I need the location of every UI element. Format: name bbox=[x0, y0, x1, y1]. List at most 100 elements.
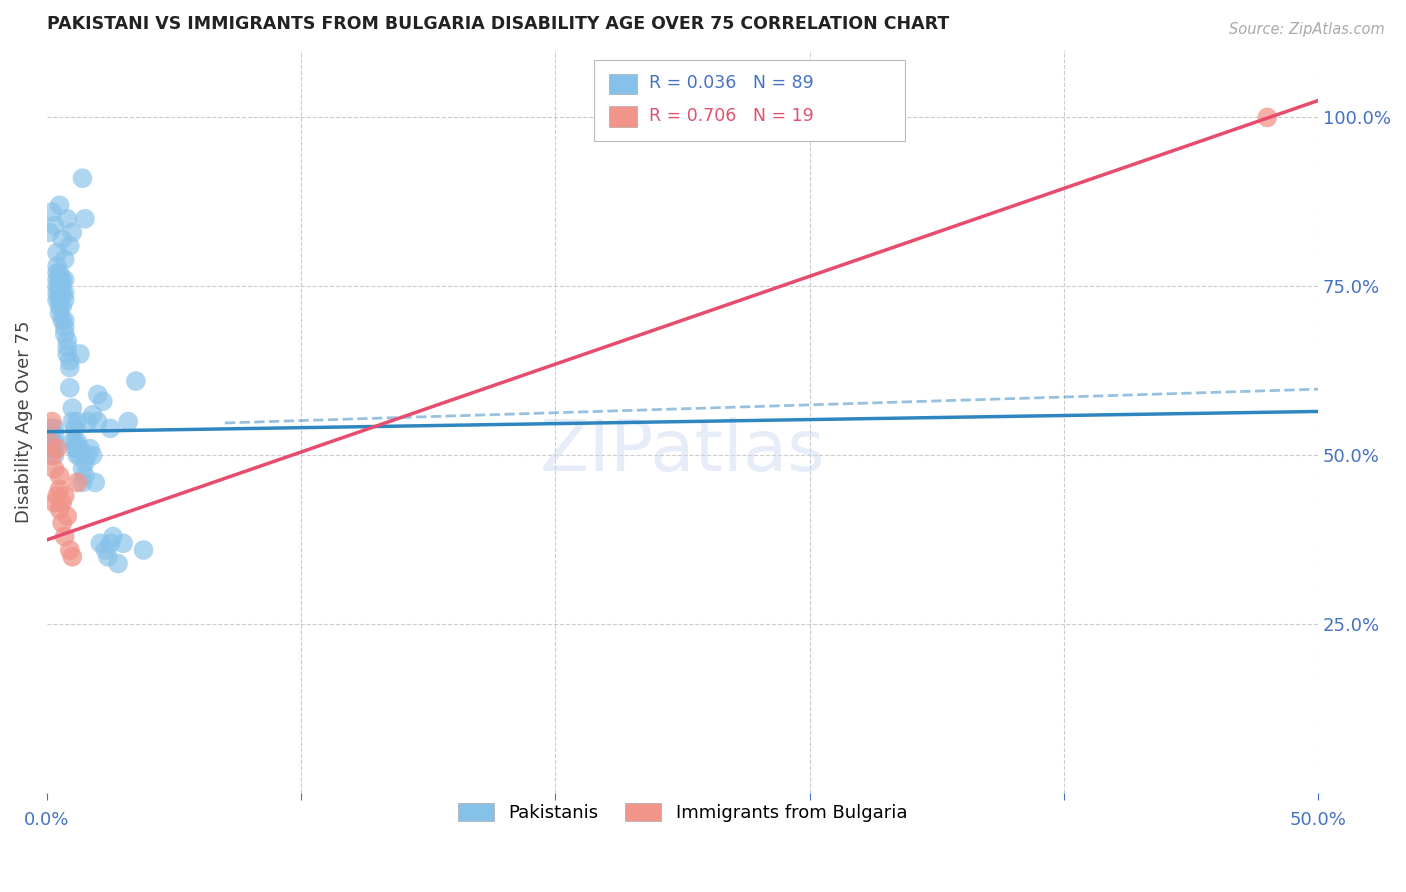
Point bbox=[69, 442, 91, 456]
Point bbox=[56, 509, 79, 524]
Point bbox=[48, 482, 70, 496]
Point bbox=[46, 279, 69, 293]
Point bbox=[44, 462, 66, 476]
Point bbox=[46, 293, 69, 307]
Point bbox=[59, 239, 82, 253]
Point bbox=[44, 496, 66, 510]
Point bbox=[117, 415, 139, 429]
Text: Source: ZipAtlas.com: Source: ZipAtlas.com bbox=[1229, 22, 1385, 37]
FancyBboxPatch shape bbox=[609, 106, 637, 128]
Point bbox=[53, 320, 76, 334]
Point bbox=[53, 273, 76, 287]
Point bbox=[53, 252, 76, 267]
Text: R = 0.036   N = 89: R = 0.036 N = 89 bbox=[650, 74, 814, 92]
Point bbox=[51, 279, 73, 293]
Point bbox=[59, 381, 82, 395]
Point bbox=[60, 549, 83, 564]
Point bbox=[48, 293, 70, 307]
Point bbox=[112, 536, 135, 550]
Point bbox=[51, 232, 73, 246]
Point bbox=[46, 489, 69, 503]
Point bbox=[84, 475, 107, 490]
Point bbox=[44, 219, 66, 233]
FancyBboxPatch shape bbox=[593, 61, 905, 141]
Point bbox=[48, 468, 70, 483]
Point bbox=[44, 434, 66, 449]
FancyBboxPatch shape bbox=[609, 74, 637, 95]
Point bbox=[53, 313, 76, 327]
Point bbox=[59, 353, 82, 368]
Point bbox=[51, 516, 73, 530]
Point bbox=[63, 434, 86, 449]
Point bbox=[38, 225, 60, 239]
Point bbox=[59, 543, 82, 558]
Point bbox=[56, 340, 79, 354]
Point bbox=[69, 449, 91, 463]
Point bbox=[59, 360, 82, 375]
Point bbox=[51, 496, 73, 510]
Point bbox=[38, 434, 60, 449]
Point bbox=[66, 442, 89, 456]
Point bbox=[44, 428, 66, 442]
Point bbox=[69, 347, 91, 361]
Point bbox=[107, 557, 129, 571]
Point bbox=[44, 442, 66, 456]
Point bbox=[51, 273, 73, 287]
Point bbox=[41, 421, 63, 435]
Point bbox=[48, 266, 70, 280]
Point bbox=[48, 273, 70, 287]
Point bbox=[101, 529, 124, 543]
Point bbox=[72, 475, 94, 490]
Point bbox=[87, 387, 110, 401]
Point bbox=[46, 266, 69, 280]
Point bbox=[46, 273, 69, 287]
Point bbox=[41, 449, 63, 463]
Y-axis label: Disability Age Over 75: Disability Age Over 75 bbox=[15, 320, 32, 523]
Point bbox=[41, 434, 63, 449]
Point bbox=[53, 326, 76, 341]
Point bbox=[38, 428, 60, 442]
Point bbox=[60, 225, 83, 239]
Point bbox=[100, 421, 122, 435]
Point bbox=[48, 300, 70, 314]
Point bbox=[46, 286, 69, 301]
Point bbox=[53, 293, 76, 307]
Point bbox=[66, 475, 89, 490]
Point bbox=[82, 449, 104, 463]
Point bbox=[79, 442, 101, 456]
Point bbox=[63, 421, 86, 435]
Point bbox=[46, 442, 69, 456]
Point bbox=[94, 543, 117, 558]
Point bbox=[82, 408, 104, 422]
Point bbox=[73, 211, 96, 226]
Point bbox=[41, 205, 63, 219]
Point bbox=[60, 434, 83, 449]
Point bbox=[87, 415, 110, 429]
Point bbox=[1256, 111, 1278, 125]
Point bbox=[72, 462, 94, 476]
Point bbox=[44, 449, 66, 463]
Point bbox=[56, 211, 79, 226]
Point bbox=[76, 415, 98, 429]
Point bbox=[132, 543, 155, 558]
Text: PAKISTANI VS IMMIGRANTS FROM BULGARIA DISABILITY AGE OVER 75 CORRELATION CHART: PAKISTANI VS IMMIGRANTS FROM BULGARIA DI… bbox=[46, 15, 949, 33]
Point bbox=[46, 245, 69, 260]
Point bbox=[53, 489, 76, 503]
Point bbox=[41, 415, 63, 429]
Point bbox=[97, 549, 120, 564]
Point bbox=[73, 468, 96, 483]
Point bbox=[91, 394, 114, 409]
Point bbox=[72, 171, 94, 186]
Point bbox=[73, 455, 96, 469]
Point bbox=[60, 401, 83, 415]
Point bbox=[51, 300, 73, 314]
Point bbox=[76, 449, 98, 463]
Point bbox=[48, 279, 70, 293]
Point bbox=[66, 434, 89, 449]
Text: ZIPatlas: ZIPatlas bbox=[540, 417, 825, 486]
Point bbox=[53, 529, 76, 543]
Point bbox=[48, 306, 70, 320]
Point bbox=[51, 313, 73, 327]
Point bbox=[66, 449, 89, 463]
Point bbox=[46, 259, 69, 273]
